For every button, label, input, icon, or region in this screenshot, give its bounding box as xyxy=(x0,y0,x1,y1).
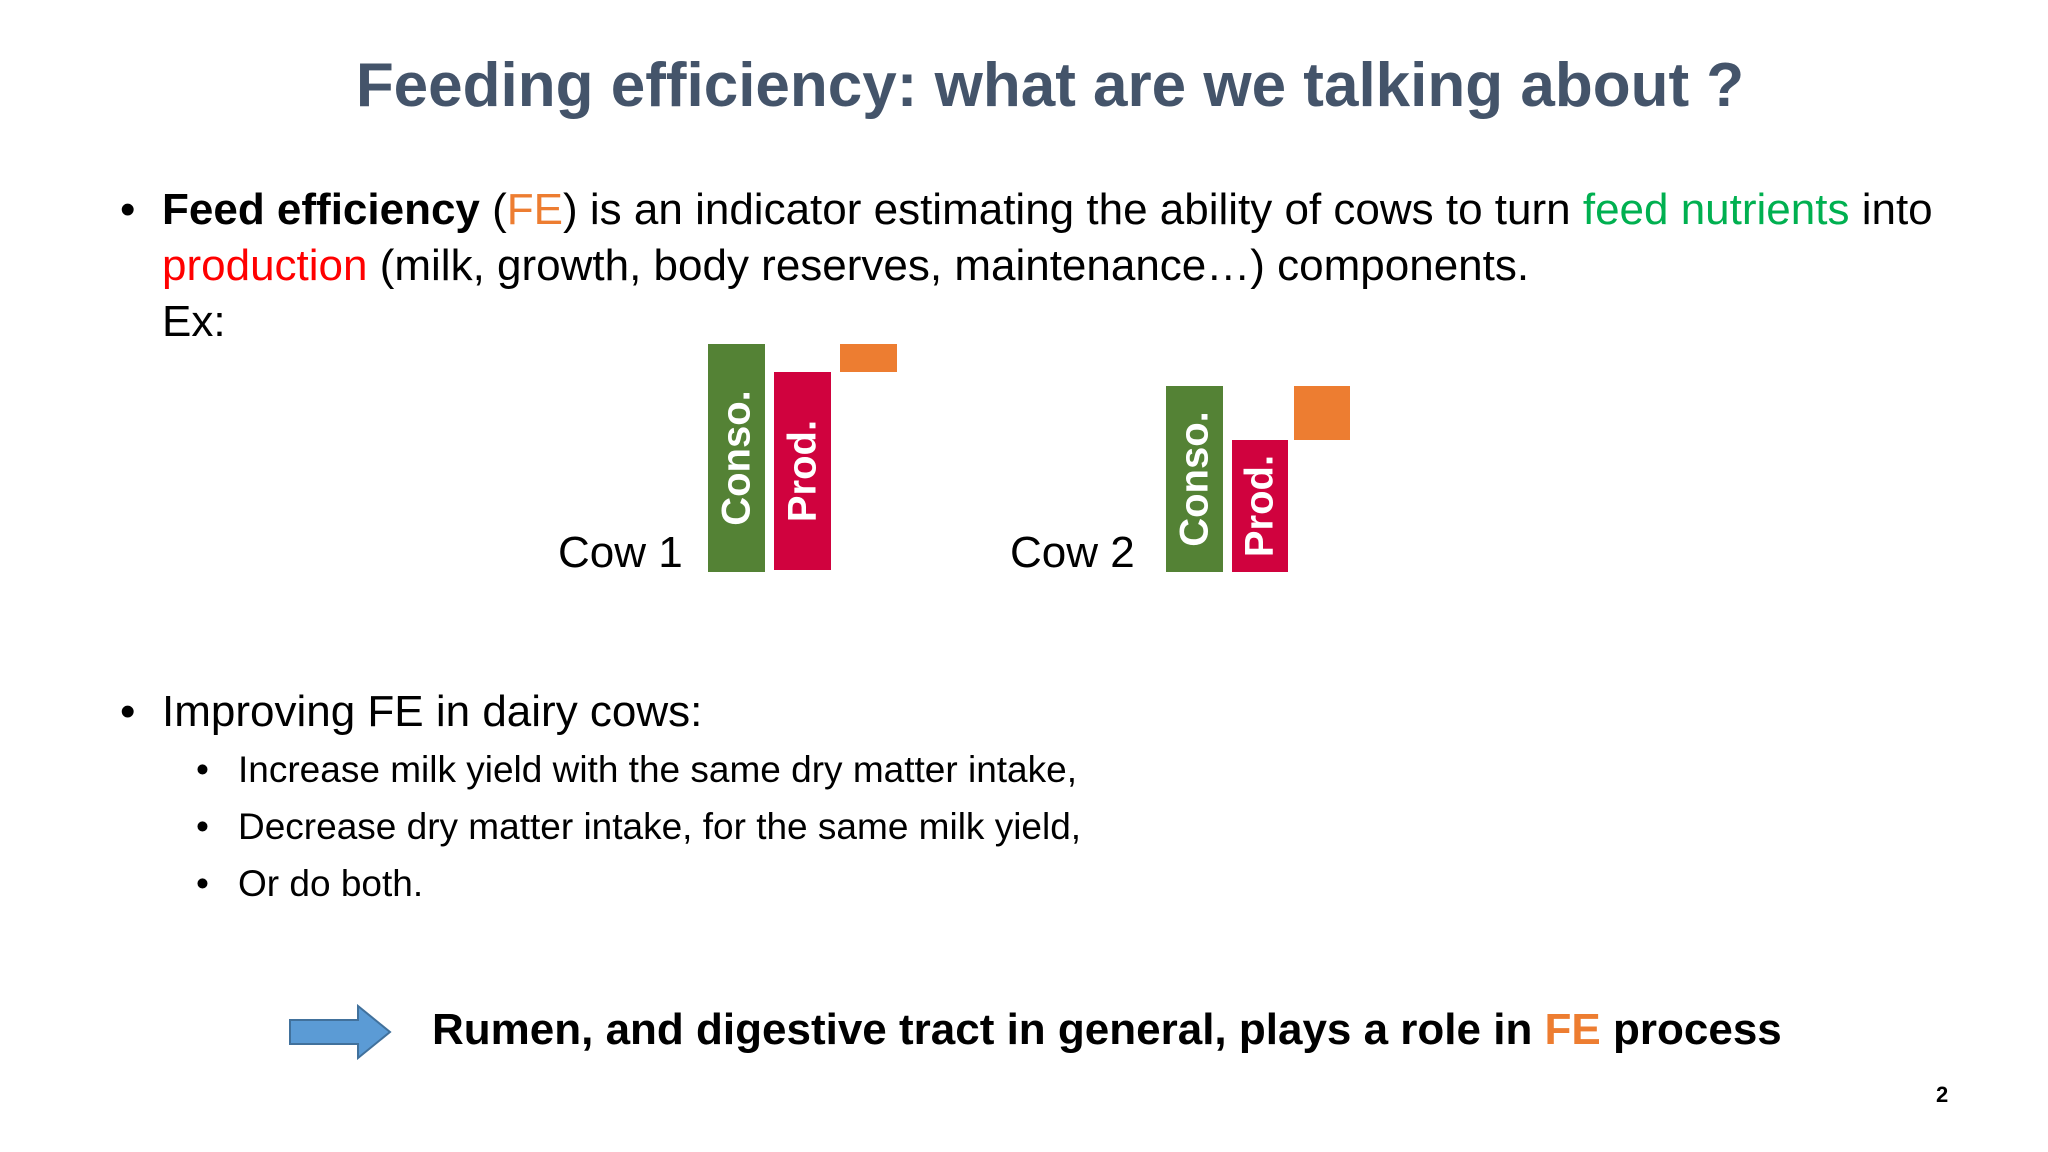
bullet-dot: • xyxy=(196,863,209,904)
cow1-conso-bar: Conso. xyxy=(708,344,765,572)
bullet-dot: • xyxy=(196,806,209,847)
cow2-prod-label: Prod. xyxy=(1237,454,1282,558)
bullet-feed-efficiency: • Feed efficiency (FE) is an indicator e… xyxy=(120,182,1960,350)
conclusion-text: Rumen, and digestive tract in general, p… xyxy=(432,1005,1782,1054)
cow2-prod-bar: Prod. xyxy=(1232,440,1288,572)
page-number: 2 xyxy=(1936,1082,1949,1107)
list-item: • Decrease dry matter intake, for the sa… xyxy=(196,806,1082,847)
abbr-fe: FE xyxy=(506,185,564,234)
cow2-conso-bar: Conso. xyxy=(1166,386,1223,572)
cow2-difference-bar xyxy=(1294,386,1350,440)
bullet-text: Improving FE in dairy cows: xyxy=(162,687,703,736)
example-label: Ex: xyxy=(162,297,226,346)
term-production: production xyxy=(162,241,368,290)
list-item: • Or do both. xyxy=(196,863,424,904)
list-item: • Increase milk yield with the same dry … xyxy=(196,749,1077,790)
term-feed-efficiency: Feed efficiency xyxy=(162,185,480,234)
cow1-conso-label: Conso. xyxy=(714,390,758,526)
cow1-difference-bar xyxy=(840,344,897,372)
right-arrow-icon xyxy=(289,1004,392,1060)
cow1-prod-bar: Prod. xyxy=(774,372,831,570)
cow1-label: Cow 1 xyxy=(558,528,683,577)
cow1-prod-label: Prod. xyxy=(780,419,824,523)
bullet-improving-fe: • Improving FE in dairy cows: xyxy=(120,684,702,740)
cow2-conso-label: Conso. xyxy=(1172,411,1216,547)
bullet-text: Feed efficiency (FE) is an indicator est… xyxy=(162,185,1933,346)
slide-title: Feeding efficiency: what are we talking … xyxy=(355,51,1745,120)
bullet-dot: • xyxy=(120,185,136,234)
abbr-fe: FE xyxy=(1544,1005,1601,1054)
term-feed-nutrients: feed nutrients xyxy=(1582,185,1850,234)
cow2-label: Cow 2 xyxy=(1010,528,1135,577)
bullet-dot: • xyxy=(120,687,136,736)
bullet-dot: • xyxy=(196,749,209,790)
improvement-list: • Increase milk yield with the same dry … xyxy=(196,748,1081,919)
